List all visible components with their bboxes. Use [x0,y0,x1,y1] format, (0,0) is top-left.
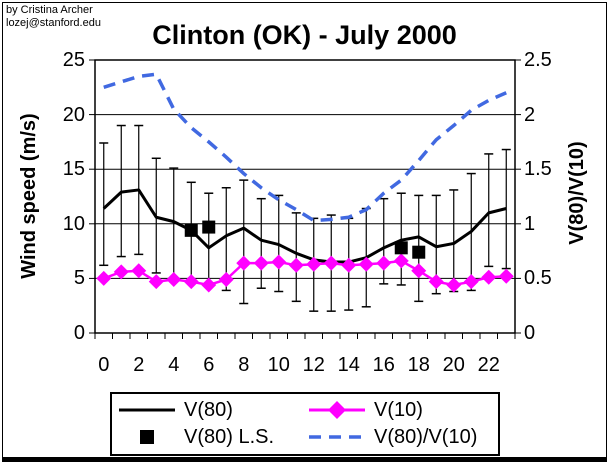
credit-text: by Cristina Archer lozej@stanford.edu [6,4,101,30]
y-axis-left-tick-label: 15 [62,158,85,181]
v80-line [102,188,507,264]
v10-diamond-marker [481,269,497,285]
v80ls-square-marker [202,220,216,234]
v10-diamond-marker [428,274,444,290]
legend-item-v80ls: V(80) L.S. [118,424,274,450]
y-axis-left-tick-label: 25 [62,49,85,71]
v10-diamond-marker [341,257,357,273]
v80-line-swatch [119,408,175,412]
y-axis-right-tick-label: 1 [524,212,536,235]
v10-diamond-marker [411,263,427,279]
y-axis-right-tick-label: 2 [524,103,536,126]
x-axis-tick-label: 20 [442,354,465,376]
v80ls-square-marker [394,241,408,255]
y-axis-left-tick-label: 20 [62,103,85,126]
legend-label-v80ls: V(80) L.S. [184,425,275,448]
x-axis-tick-label: 4 [168,354,180,376]
v10-diamond-marker [148,274,164,290]
y-axis-right-tick-label: 1.5 [524,158,552,181]
legend: V(80) V(10) V(80) L.S. V(80)/V(10) [110,392,500,456]
credit-line-2: lozej@stanford.edu [6,17,101,29]
legend-item-v80: V(80) [118,397,233,423]
v10-line-swatch [309,401,365,419]
v10-diamond-marker [271,254,287,270]
x-axis-tick-label: 18 [407,354,430,376]
v10-diamond-marker [498,268,514,284]
x-axis-tick-label: 14 [337,354,360,376]
v80ls-square-swatch [140,430,154,444]
v80ls-square-marker [412,245,426,259]
y-axis-right-tick-label: 0.5 [524,267,552,290]
v10-diamond-marker [358,256,374,272]
v10-diamond-marker [288,257,304,273]
v10-line [103,259,507,287]
y-axis-left-tick-label: 0 [73,322,85,344]
v10-diamond-marker [218,271,234,287]
x-axis-tick-label: 0 [98,354,110,376]
y-axis-left-tick-label: 5 [73,267,85,290]
v10-diamond-marker [183,274,199,290]
legend-label-v10: V(10) [374,398,423,421]
y-axis-right-tick-label: 0 [524,322,536,344]
x-axis-tick-label: 12 [302,354,325,376]
ratio-dashed-swatch [309,435,365,439]
v10-diamond-marker [131,263,147,279]
v80ls-square-marker [184,223,198,237]
v10-diamond-marker [323,255,339,271]
legend-label-v80: V(80) [184,398,233,421]
x-axis-tick-label: 8 [238,354,250,376]
y-axis-right-tick-label: 2.5 [524,49,552,71]
v10-diamond-marker [446,277,462,293]
chart-title: Clinton (OK) - July 2000 [152,20,457,50]
y-axis-left-tick-label: 10 [62,212,85,235]
legend-item-ratio: V(80)/V(10) [308,424,477,450]
x-axis-tick-label: 6 [203,354,215,376]
ratio-line [103,72,507,223]
v10-diamond-marker [113,264,129,280]
credit-line-1: by Cristina Archer [6,4,93,16]
legend-label-ratio: V(80)/V(10) [374,425,478,448]
v10-diamond-marker [306,256,322,272]
bottom-border-bar [2,457,607,462]
v10-diamond-marker [463,274,479,290]
v10-diamond-marker [236,255,252,271]
v10-diamond-marker [253,255,269,271]
v10-diamond-marker [201,277,217,293]
v10-diamond-marker [166,271,182,287]
x-axis-tick-label: 2 [133,354,145,376]
x-axis-tick-label: 10 [267,354,290,376]
v10-diamond-marker [376,255,392,271]
x-axis-tick-label: 22 [477,354,500,376]
legend-item-v10: V(10) [308,397,423,423]
x-axis-tick-label: 16 [372,354,395,376]
v10-diamond-marker [393,253,409,269]
v10-diamond-marker [96,270,112,286]
